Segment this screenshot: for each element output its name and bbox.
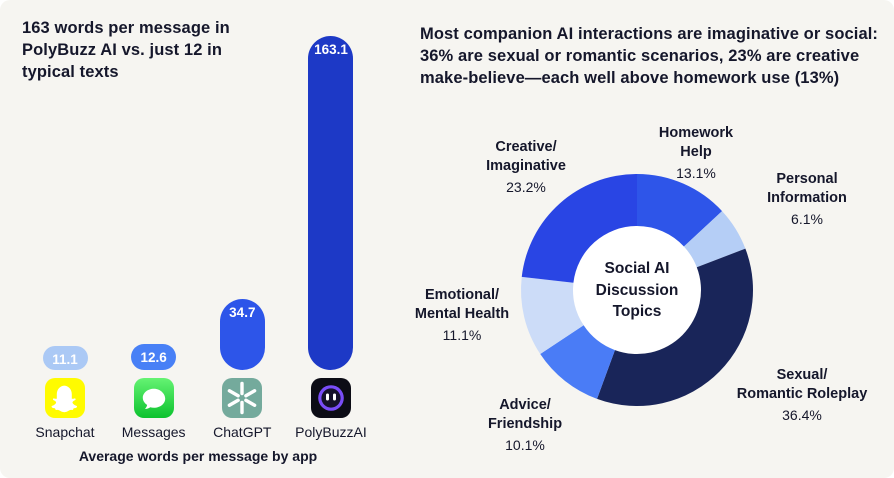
donut-label-value-sexual-romantic-roleplay: 36.4% bbox=[782, 407, 822, 424]
donut-label-name-emotional-mental-health: Emotional/ Mental Health bbox=[414, 287, 510, 322]
donut-chart bbox=[521, 174, 753, 407]
bar-column-polybuzzai: 163.1 PolyBuzzAI bbox=[288, 36, 374, 440]
donut-label-value-homework-help: 13.1% bbox=[676, 165, 716, 182]
app-name-polybuzzai: PolyBuzzAI bbox=[295, 424, 367, 440]
donut-label-name-personal-information: Personal Information bbox=[767, 171, 847, 206]
donut-label-sexual-romantic-roleplay: Sexual/ Romantic Roleplay 36.4% bbox=[716, 366, 888, 423]
donut-slice-creative-imaginative bbox=[521, 174, 637, 283]
donut-slice-sexual-romantic-roleplay bbox=[597, 248, 753, 407]
bar-chart-title: 163 words per message in PolyBuzz AI vs.… bbox=[22, 19, 230, 81]
bar-polybuzzai: 163.1 bbox=[308, 36, 354, 370]
app-name-messages: Messages bbox=[121, 424, 186, 440]
app-name-snapchat: Snapchat bbox=[35, 424, 95, 440]
messages-icon bbox=[133, 378, 174, 418]
donut-label-creative-imaginative: Creative/ Imaginative 23.2% bbox=[460, 138, 592, 195]
bar-messages: 12.6 bbox=[131, 344, 177, 370]
donut-slice-personal-information bbox=[683, 211, 746, 268]
donut-label-name-homework-help: Homework Help bbox=[658, 125, 734, 160]
bar-value-polybuzzai: 163.1 bbox=[314, 42, 348, 57]
bar-column-snapchat: 11.1 Snapchat bbox=[22, 346, 108, 440]
donut-label-personal-information: Personal Information 6.1% bbox=[752, 170, 862, 227]
bar-chart-axis-label: Average words per message by app bbox=[78, 448, 318, 464]
bar-chatgpt: 34.7 bbox=[219, 299, 265, 370]
bar-value-snapchat: 11.1 bbox=[52, 352, 78, 367]
donut-center-label: Social AI Discussion Topics bbox=[595, 260, 679, 321]
donut-slice-advice-friendship bbox=[540, 325, 615, 399]
donut-chart-title: Most companion AI interactions are imagi… bbox=[420, 25, 879, 87]
donut-label-homework-help: Homework Help 13.1% bbox=[640, 124, 752, 181]
donut-label-emotional-mental-health: Emotional/ Mental Health 11.1% bbox=[396, 286, 528, 343]
donut-slice-homework-help bbox=[637, 174, 723, 247]
donut-label-name-creative-imaginative: Creative/ Imaginative bbox=[486, 139, 566, 174]
bar-chart: 11.1 Snapchat 12.6 Messages 34.7 bbox=[22, 36, 374, 440]
donut-label-name-advice-friendship: Advice/ Friendship bbox=[487, 397, 563, 432]
bar-snapchat: 11.1 bbox=[42, 346, 88, 370]
donut-label-value-personal-information: 6.1% bbox=[791, 211, 823, 228]
donut-label-value-advice-friendship: 10.1% bbox=[505, 437, 545, 454]
donut-label-value-creative-imaginative: 23.2% bbox=[506, 179, 546, 196]
app-name-chatgpt: ChatGPT bbox=[213, 424, 272, 440]
donut-label-name-sexual-romantic-roleplay: Sexual/ Romantic Roleplay bbox=[736, 367, 868, 402]
donut-label-value-emotional-mental-health: 11.1% bbox=[442, 327, 482, 344]
bar-column-messages: 12.6 Messages bbox=[111, 344, 197, 440]
bar-value-chatgpt: 34.7 bbox=[229, 305, 256, 320]
donut-hole bbox=[573, 226, 701, 354]
donut-label-advice-friendship: Advice/ Friendship 10.1% bbox=[466, 396, 584, 453]
polybuzz-icon bbox=[310, 378, 351, 418]
snapchat-icon bbox=[45, 378, 85, 418]
chatgpt-icon bbox=[222, 378, 263, 418]
bar-value-messages: 12.6 bbox=[140, 350, 167, 365]
donut-slice-emotional-mental-health bbox=[521, 276, 584, 354]
bar-column-chatgpt: 34.7 ChatGPT bbox=[199, 299, 285, 440]
